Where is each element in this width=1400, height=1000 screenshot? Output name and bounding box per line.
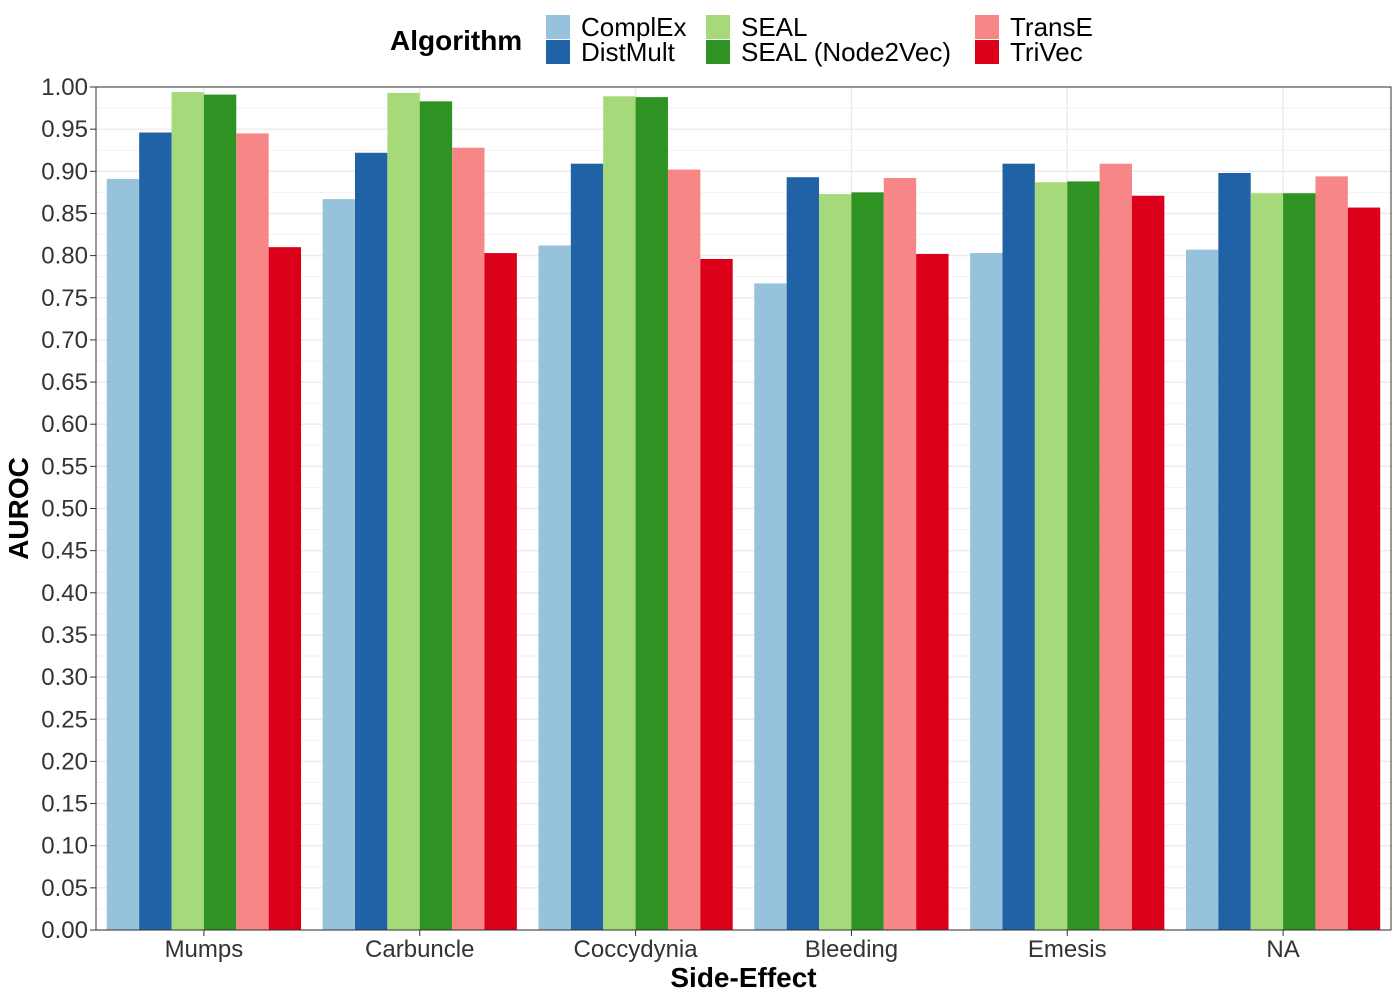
bar <box>754 283 787 930</box>
bar <box>1132 195 1165 930</box>
legend-swatch <box>706 15 730 39</box>
bar <box>1002 163 1035 930</box>
y-axis-ticks: 0.00 0.05 0.10 0.15 0.20 0.25 0.30 0.35 0.40 0.45… <box>41 74 96 944</box>
y-tick-label: 0.00 <box>41 917 88 944</box>
bar <box>667 169 701 930</box>
legend-swatch <box>546 15 570 39</box>
y-tick-label: 0.95 <box>41 116 88 143</box>
legend-label: TriVec <box>1010 37 1083 67</box>
bar <box>851 192 884 930</box>
y-tick-label: 0.10 <box>41 833 88 860</box>
x-axis-ticks: Mumps Carbuncle Coccydynia Bleeding Emesis NA <box>165 930 1300 963</box>
x-axis-title: Side-Effect <box>670 962 816 993</box>
legend-label: SEAL <box>741 12 808 42</box>
x-tick-label: Bleeding <box>805 936 898 963</box>
bar <box>236 133 269 931</box>
bar <box>1315 176 1348 930</box>
legend-swatch <box>975 40 999 64</box>
x-tick-label: Emesis <box>1028 936 1107 963</box>
bar <box>819 194 852 930</box>
bar <box>786 177 820 931</box>
x-tick-label: Carbuncle <box>365 936 474 963</box>
y-tick-label: 0.70 <box>41 327 88 354</box>
y-tick-label: 0.30 <box>41 664 88 691</box>
bar <box>419 101 453 931</box>
y-tick-label: 0.85 <box>41 200 88 227</box>
bar <box>322 199 355 930</box>
y-tick-label: 0.15 <box>41 791 88 818</box>
bar <box>171 92 204 931</box>
y-tick-label: 0.90 <box>41 158 88 185</box>
y-tick-label: 0.45 <box>41 538 88 565</box>
y-tick-label: 0.25 <box>41 706 88 733</box>
bar <box>203 94 237 931</box>
bar <box>355 152 388 930</box>
y-tick-label: 0.60 <box>41 411 88 438</box>
y-tick-label: 0.20 <box>41 748 88 775</box>
bar <box>1034 182 1068 930</box>
bar <box>387 92 420 930</box>
bar <box>139 132 172 931</box>
bar <box>268 247 302 931</box>
y-tick-label: 0.05 <box>41 875 88 902</box>
y-tick-label: 0.75 <box>41 285 88 312</box>
bar <box>883 178 917 930</box>
legend-swatch <box>975 15 999 39</box>
legend-label: ComplEx <box>581 12 686 42</box>
legend-label: DistMult <box>581 37 676 67</box>
bar <box>970 253 1003 931</box>
y-tick-label: 0.55 <box>41 453 88 480</box>
bar <box>1283 193 1316 930</box>
bar <box>1250 193 1284 930</box>
bar <box>1185 249 1219 931</box>
bar <box>570 163 604 930</box>
legend-swatch <box>546 40 570 64</box>
bars <box>106 92 1381 931</box>
bar <box>538 245 571 930</box>
x-tick-label: NA <box>1266 936 1299 963</box>
y-tick-label: 0.40 <box>41 580 88 607</box>
bar <box>1218 172 1251 931</box>
y-tick-label: 1.00 <box>41 74 88 101</box>
legend-label: SEAL (Node2Vec) <box>741 37 951 67</box>
bar <box>1099 163 1132 930</box>
bar <box>1347 207 1381 930</box>
legend-label: TransE <box>1010 12 1093 42</box>
x-tick-label: Coccydynia <box>574 936 699 963</box>
y-axis-title: AUROC <box>3 457 34 560</box>
y-tick-label: 0.35 <box>41 622 88 649</box>
y-tick-label: 0.50 <box>41 496 88 523</box>
bar <box>635 97 668 931</box>
bar <box>700 258 733 930</box>
x-tick-label: Mumps <box>165 936 244 963</box>
y-tick-label: 0.80 <box>41 243 88 270</box>
bar <box>484 253 517 931</box>
bar <box>452 147 485 931</box>
bar <box>1067 181 1100 930</box>
legend-swatch <box>706 40 730 64</box>
bar <box>916 253 949 930</box>
bar <box>106 178 140 931</box>
legend-title: Algorithm <box>390 25 522 56</box>
y-tick-label: 0.65 <box>41 369 88 396</box>
bar <box>603 96 636 930</box>
